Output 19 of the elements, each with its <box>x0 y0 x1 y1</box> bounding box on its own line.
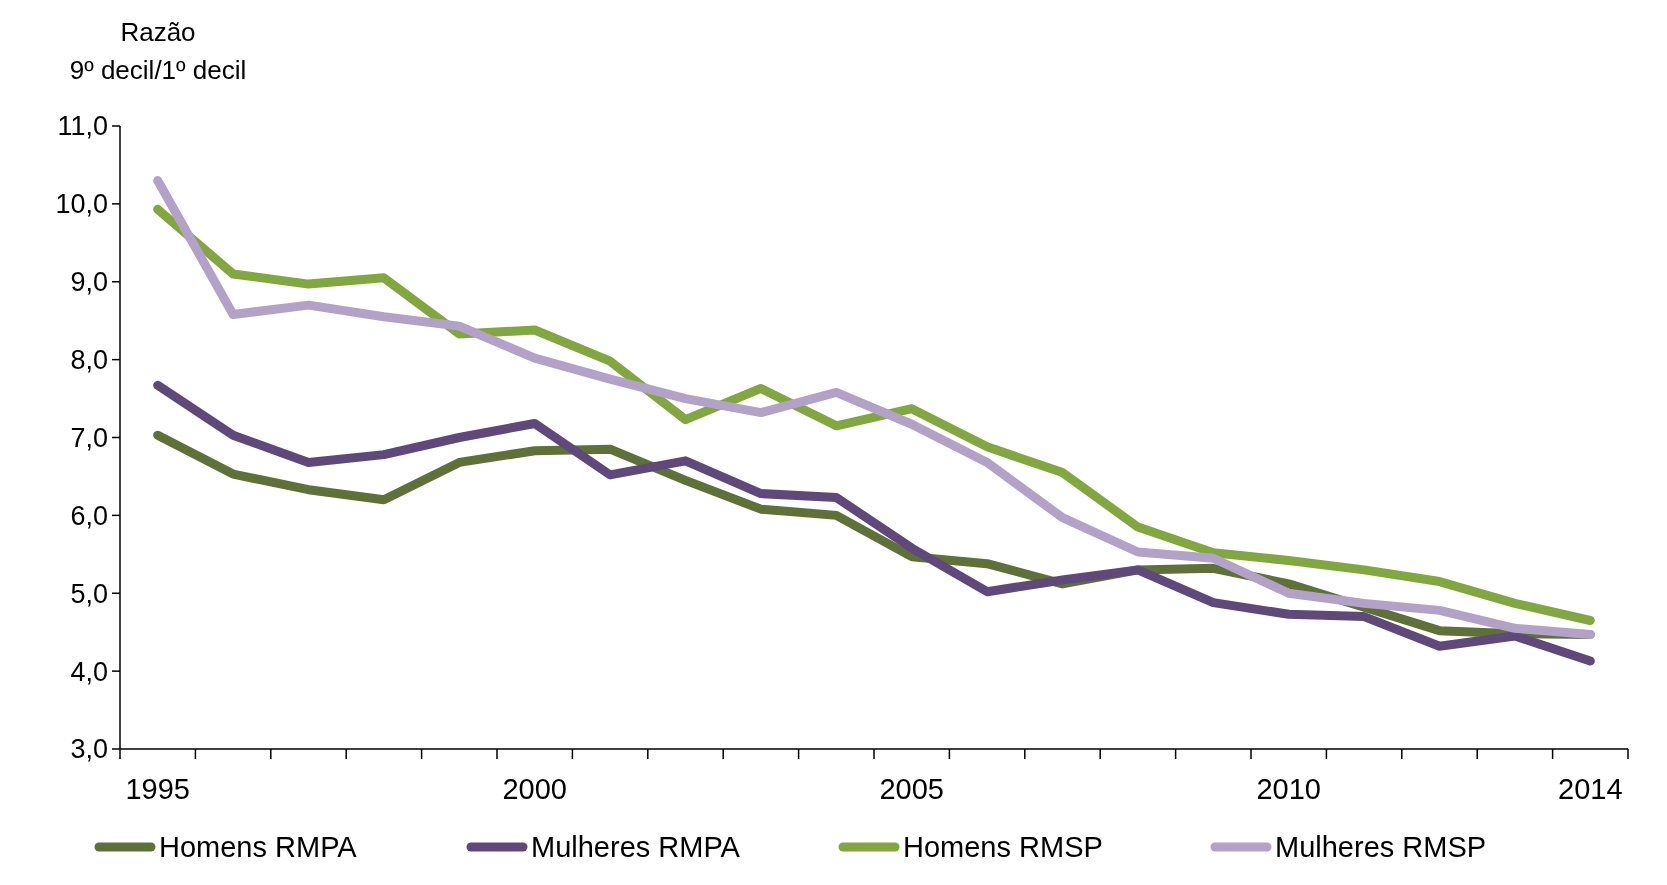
x-tick-label: 2000 <box>502 773 567 805</box>
x-tick-label: 2005 <box>879 773 944 805</box>
x-tick-label: 2014 <box>1558 773 1623 805</box>
y-tick-label: 3,0 <box>70 734 108 765</box>
y-tick-label: 9,0 <box>70 267 108 298</box>
y-tick-label: 11,0 <box>57 111 108 142</box>
x-tick-label: 2010 <box>1256 773 1321 805</box>
y-tick-label: 6,0 <box>70 500 108 531</box>
legend-label: Mulheres RMPA <box>531 831 741 864</box>
legend-label: Homens RMSP <box>903 831 1103 864</box>
legend-label: Homens RMPA <box>159 831 358 864</box>
x-tick-label: 1995 <box>125 773 190 805</box>
y-tick-label: 8,0 <box>70 345 108 376</box>
y-axis-title: Razão 9º decil/1º decil <box>69 17 247 85</box>
y-tick-label: 5,0 <box>70 578 108 609</box>
y-tick-label: 10,0 <box>55 189 108 220</box>
legend-label: Mulheres RMSP <box>1275 831 1487 864</box>
y-tick-label: 4,0 <box>70 656 108 687</box>
y-tick-label: 7,0 <box>70 422 108 453</box>
